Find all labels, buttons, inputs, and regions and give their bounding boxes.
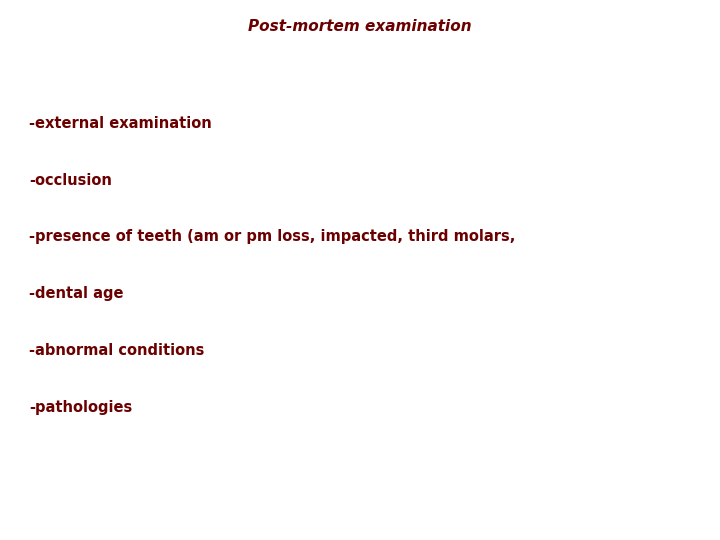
Text: -pathologies: -pathologies [29,400,132,415]
Text: -occlusion: -occlusion [29,173,112,188]
Text: -abnormal conditions: -abnormal conditions [29,343,204,358]
Text: Post-mortem examination: Post-mortem examination [248,19,472,34]
Text: -dental age: -dental age [29,286,123,301]
Text: -external examination: -external examination [29,116,212,131]
Text: -presence of teeth (am or pm loss, impacted, third molars,: -presence of teeth (am or pm loss, impac… [29,230,516,245]
